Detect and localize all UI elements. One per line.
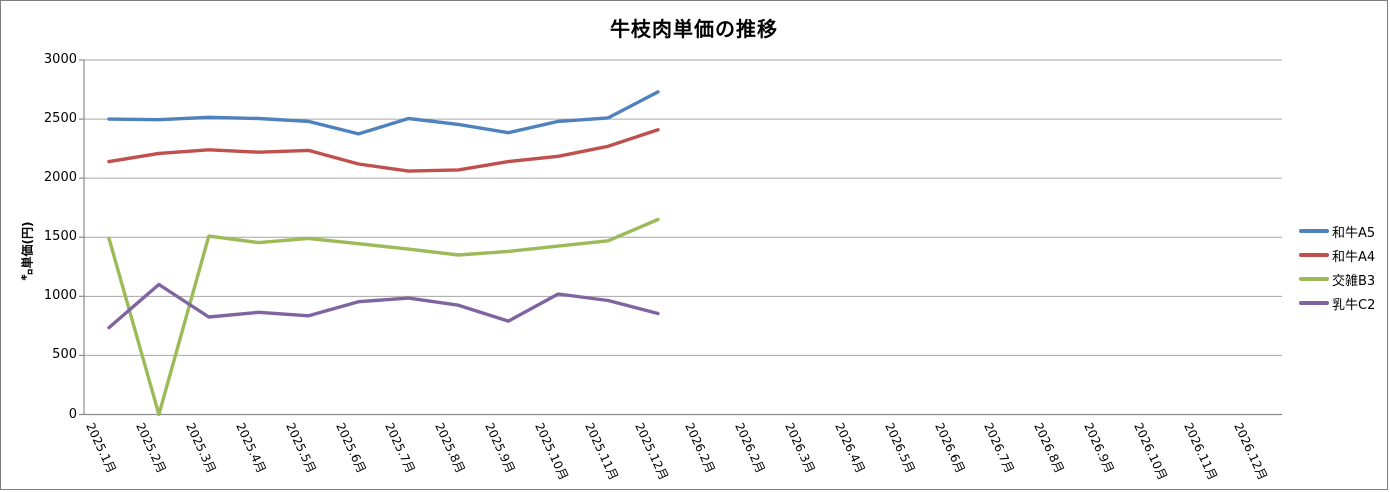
y-tick-label-500: 500 <box>52 347 77 363</box>
y-tick-label-2000: 2000 <box>43 170 77 186</box>
series-line-乳牛C2 <box>107 282 660 330</box>
legend-item-和牛A5: 和牛A5 <box>1299 219 1375 243</box>
y-tick-label-3000: 3000 <box>43 52 77 67</box>
legend-label: 和牛A4 <box>1332 249 1376 265</box>
y-tick-label-2500: 2500 <box>43 111 77 127</box>
series-line-交雑B3 <box>107 217 660 417</box>
legend-label: 交雑B3 <box>1332 273 1376 289</box>
legend-swatch-icon <box>1299 301 1329 305</box>
legend-item-和牛A4: 和牛A4 <box>1299 243 1375 267</box>
legend-label: 乳牛C2 <box>1332 297 1376 313</box>
legend: 和牛A5 和牛A4 交雑B3 乳牛C2 <box>1299 219 1375 315</box>
series-line-和牛A4 <box>107 127 660 173</box>
legend-swatch-icon <box>1299 229 1329 233</box>
y-tick-label-1500: 1500 <box>43 229 77 245</box>
legend-swatch-icon <box>1299 277 1329 281</box>
legend-item-交雑B3: 交雑B3 <box>1299 267 1375 291</box>
y-tick-label-1000: 1000 <box>43 288 77 304</box>
y-tick-label-0: 0 <box>68 406 77 422</box>
legend-item-乳牛C2: 乳牛C2 <box>1299 291 1375 315</box>
legend-label: 和牛A5 <box>1332 225 1376 241</box>
chart-title: 牛枝肉単価の推移 <box>610 17 778 41</box>
legend-swatch-icon <box>1299 253 1329 257</box>
series-line-和牛A5 <box>107 90 660 136</box>
